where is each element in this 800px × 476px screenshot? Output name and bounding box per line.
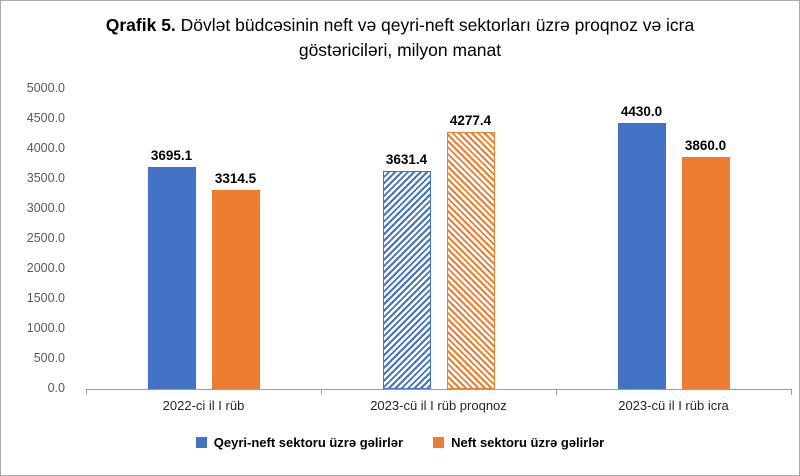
bar-qeyri-neft xyxy=(147,167,196,389)
x-axis-ticks xyxy=(86,389,792,395)
bar-with-label: 4430.0 xyxy=(617,104,666,389)
value-label: 4277.4 xyxy=(449,113,492,128)
bar-group: 3695.1 3314.5 xyxy=(86,89,321,389)
bar-qeyri-neft xyxy=(617,123,666,389)
value-label: 3860.0 xyxy=(684,138,727,153)
legend-item: Neft sektoru üzrə gəlirlər xyxy=(433,435,604,450)
axis-tick xyxy=(321,389,322,395)
category-label: 2023-cü il I rüb proqnoz xyxy=(370,398,507,413)
chart-title-text: Dövlət büdcəsinin neft və qeyri-neft sek… xyxy=(175,15,695,60)
legend-swatch-qeyri-neft xyxy=(195,437,207,448)
value-label: 3631.4 xyxy=(385,152,428,167)
y-tick-label: 4500.0 xyxy=(26,111,65,125)
chart-title-prefix: Qrafik 5. xyxy=(105,15,176,35)
plot-area: 3695.1 3314.5 3631.4 4277.4 4430.0 3860.0 xyxy=(86,89,791,390)
bar-with-label: 4277.4 xyxy=(446,113,495,389)
bar-with-label: 3314.5 xyxy=(211,171,260,389)
legend: Qeyri-neft sektoru üzrə gəlirlər Neft sek… xyxy=(1,435,799,450)
y-axis: 5000.0 4500.0 4000.0 3500.0 3000.0 2500.0 2000… xyxy=(1,81,73,395)
y-tick-label: 5000.0 xyxy=(26,81,65,95)
category-label: 2023-cü il I rüb icra xyxy=(618,398,729,413)
bar-qeyri-neft xyxy=(382,171,431,389)
y-tick-label: 2000.0 xyxy=(26,261,65,275)
legend-label: Qeyri-neft sektoru üzrə gəlirlər xyxy=(213,435,404,450)
y-tick-label: 1500.0 xyxy=(26,291,65,305)
y-tick-label: 3000.0 xyxy=(26,201,65,215)
y-tick-label: 1000.0 xyxy=(26,321,65,335)
bar-neft xyxy=(211,190,260,389)
y-tick-label: 2500.0 xyxy=(26,231,65,245)
bar-group: 3631.4 4277.4 xyxy=(321,89,556,389)
bar-neft xyxy=(446,132,495,389)
legend-item: Qeyri-neft sektoru üzrə gəlirlər xyxy=(195,435,404,450)
y-tick-label: 3500.0 xyxy=(26,171,65,185)
legend-label: Neft sektoru üzrə gəlirlər xyxy=(451,435,605,450)
y-tick-label: 4000.0 xyxy=(26,141,65,155)
category-label: 2022-ci il I rüb xyxy=(162,398,245,413)
x-axis-labels: 2022-ci il I rüb 2023-cü il I rüb proqnoz… xyxy=(86,390,791,413)
bar-with-label: 3695.1 xyxy=(147,148,196,389)
bar-group: 4430.0 3860.0 xyxy=(556,89,791,389)
value-label: 3314.5 xyxy=(214,171,257,186)
axis-tick xyxy=(791,389,792,395)
bar-with-label: 3860.0 xyxy=(681,138,730,389)
value-label: 4430.0 xyxy=(620,104,663,119)
value-label: 3695.1 xyxy=(150,148,193,163)
bar-neft xyxy=(681,157,730,389)
legend-swatch-neft xyxy=(433,437,445,448)
axis-tick xyxy=(86,389,87,395)
chart-title: Qrafik 5. Dövlət büdcəsinin neft və qeyr… xyxy=(61,13,739,62)
bar-with-label: 3631.4 xyxy=(382,152,431,389)
y-tick-label: 0.0 xyxy=(47,381,65,395)
y-tick-label: 500.0 xyxy=(33,351,65,365)
axis-tick xyxy=(556,389,557,395)
